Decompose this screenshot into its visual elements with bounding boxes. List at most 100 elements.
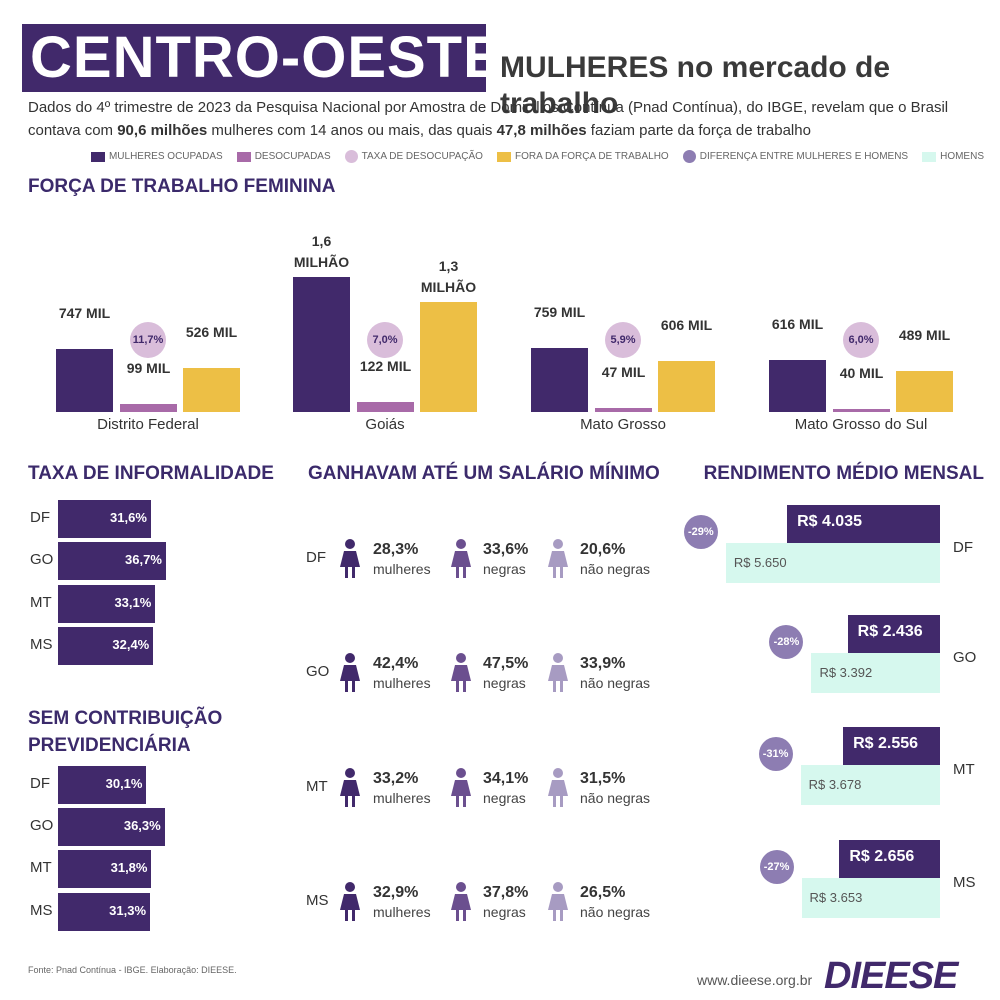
bar: [833, 408, 890, 412]
category-label: DF: [30, 509, 50, 526]
rate-label: 5,9%: [610, 334, 636, 346]
category-label: Mato Grosso do Sul: [794, 416, 928, 433]
group-label: mulheres: [373, 904, 431, 920]
rate-circle: 5,9%: [605, 322, 641, 358]
difference-circle: -28%: [769, 625, 804, 659]
category-label: GO: [30, 551, 54, 568]
value-label: 36,7%: [125, 552, 162, 567]
value-label: 122 MIL: [359, 357, 412, 374]
legend: MULHERES OCUPADAS DESOCUPADAS TAXA DE DESO…: [77, 150, 984, 163]
legend-swatch: [922, 151, 937, 162]
bar: [58, 766, 147, 804]
value-label: 1,6 MILHÃO: [293, 232, 350, 270]
group-label: negras: [483, 790, 526, 806]
category-label: DF: [953, 539, 973, 556]
value-label: 1,3 MILHÃO: [420, 258, 477, 296]
bar: [357, 401, 414, 412]
intro-text: faziam parte da força de trabalho: [586, 122, 811, 139]
value-label: 40 MIL: [839, 364, 884, 381]
person-icon: [340, 539, 360, 578]
icon: [546, 768, 570, 813]
bar: [839, 840, 940, 878]
group-label: mulheres: [373, 675, 431, 691]
icon: [338, 653, 362, 698]
bar: [58, 500, 151, 538]
section-title: GANHAVAM ATÉ UM SALÁRIO MÍNIMO: [308, 463, 660, 484]
difference-label: -29%: [688, 526, 714, 538]
percent: 47,5%: [483, 655, 529, 672]
rate-label: 7,0%: [372, 334, 398, 346]
value-label: R$ 2.656: [849, 848, 915, 865]
region-title: CENTRO-OESTE: [30, 25, 503, 90]
section-title: FORÇA DE TRABALHO FEMININA: [28, 176, 336, 197]
logo: DIEESE: [824, 955, 958, 997]
legend-item: DIFERENÇA ENTRE MULHERES E HOMENS: [682, 150, 909, 163]
bar: [801, 878, 940, 918]
category-label: Mato Grosso: [580, 416, 666, 433]
value-label: 36,3%: [123, 818, 161, 833]
category-label: GO: [953, 649, 977, 666]
person-icon: [451, 882, 471, 921]
legend-swatch: [496, 151, 511, 162]
group-label: mulheres: [373, 561, 431, 577]
category-label: MS: [30, 902, 53, 919]
percent: 34,1%: [483, 770, 529, 787]
legend-item: TAXA DE DESOCUPAÇÃO: [344, 150, 483, 163]
category-label: MS: [953, 874, 976, 891]
person-icon: [451, 653, 471, 692]
value-label: R$ 3.653: [809, 890, 863, 905]
legend-label: HOMENS: [940, 151, 984, 162]
rate-label: 6,0%: [848, 334, 874, 346]
value-label: R$ 5.650: [733, 555, 787, 570]
icon: [546, 653, 570, 698]
icon: [338, 539, 362, 584]
rate-circle: 11,7%: [130, 322, 166, 358]
category-label: MT: [953, 761, 975, 778]
value-label: 31,6%: [110, 510, 147, 525]
person-icon: [451, 768, 471, 807]
percent: 31,5%: [580, 770, 626, 787]
group-label: não negras: [580, 790, 651, 806]
bar: [58, 627, 154, 665]
legend-item: HOMENS: [922, 150, 984, 163]
value-label: R$ 3.678: [808, 777, 862, 792]
icon: [449, 653, 473, 698]
icon: [338, 882, 362, 927]
value-label: R$ 4.035: [797, 513, 862, 530]
category-label: GO: [30, 817, 54, 834]
source: Fonte: Pnad Contínua - IBGE. Elaboração:…: [28, 965, 237, 975]
group-label: negras: [483, 675, 526, 691]
value-label: 47 MIL: [601, 364, 646, 381]
person-icon: [451, 539, 471, 578]
row-label: GO: [306, 663, 330, 680]
legend-label: DIFERENÇA ENTRE MULHERES E HOMENS: [699, 151, 909, 162]
category-label: Goiás: [365, 416, 405, 433]
difference-label: -27%: [763, 861, 790, 873]
icon: [449, 882, 473, 927]
category-label: Distrito Federal: [97, 416, 199, 433]
bar: [658, 360, 715, 412]
intro-text: mulheres com 14 anos ou mais, das quais: [207, 122, 497, 139]
difference-label: -31%: [762, 748, 789, 760]
value-label: 31,8%: [110, 860, 148, 875]
percent: 32,9%: [373, 884, 419, 901]
bar: [58, 585, 156, 623]
bar: [58, 542, 166, 580]
icon: [449, 539, 473, 584]
group-label: não negras: [580, 675, 651, 691]
percent: 20,6%: [580, 541, 626, 558]
legend-swatch: [90, 151, 105, 162]
difference-circle: -31%: [758, 737, 793, 771]
intro-text: Dados do 4º trimestre de 2023 da Pesquis…: [28, 99, 949, 139]
percent: 26,5%: [580, 884, 626, 901]
group-label: negras: [483, 561, 526, 577]
icon: [546, 882, 570, 927]
person-icon: [340, 882, 360, 921]
person-icon: [340, 768, 360, 807]
section-title: TAXA DE INFORMALIDADE: [28, 463, 274, 484]
legend-swatch: [344, 150, 358, 163]
group-label: negras: [483, 904, 526, 920]
rate-label: 11,7%: [132, 334, 164, 346]
bar: [58, 850, 152, 888]
bar: [56, 348, 113, 412]
